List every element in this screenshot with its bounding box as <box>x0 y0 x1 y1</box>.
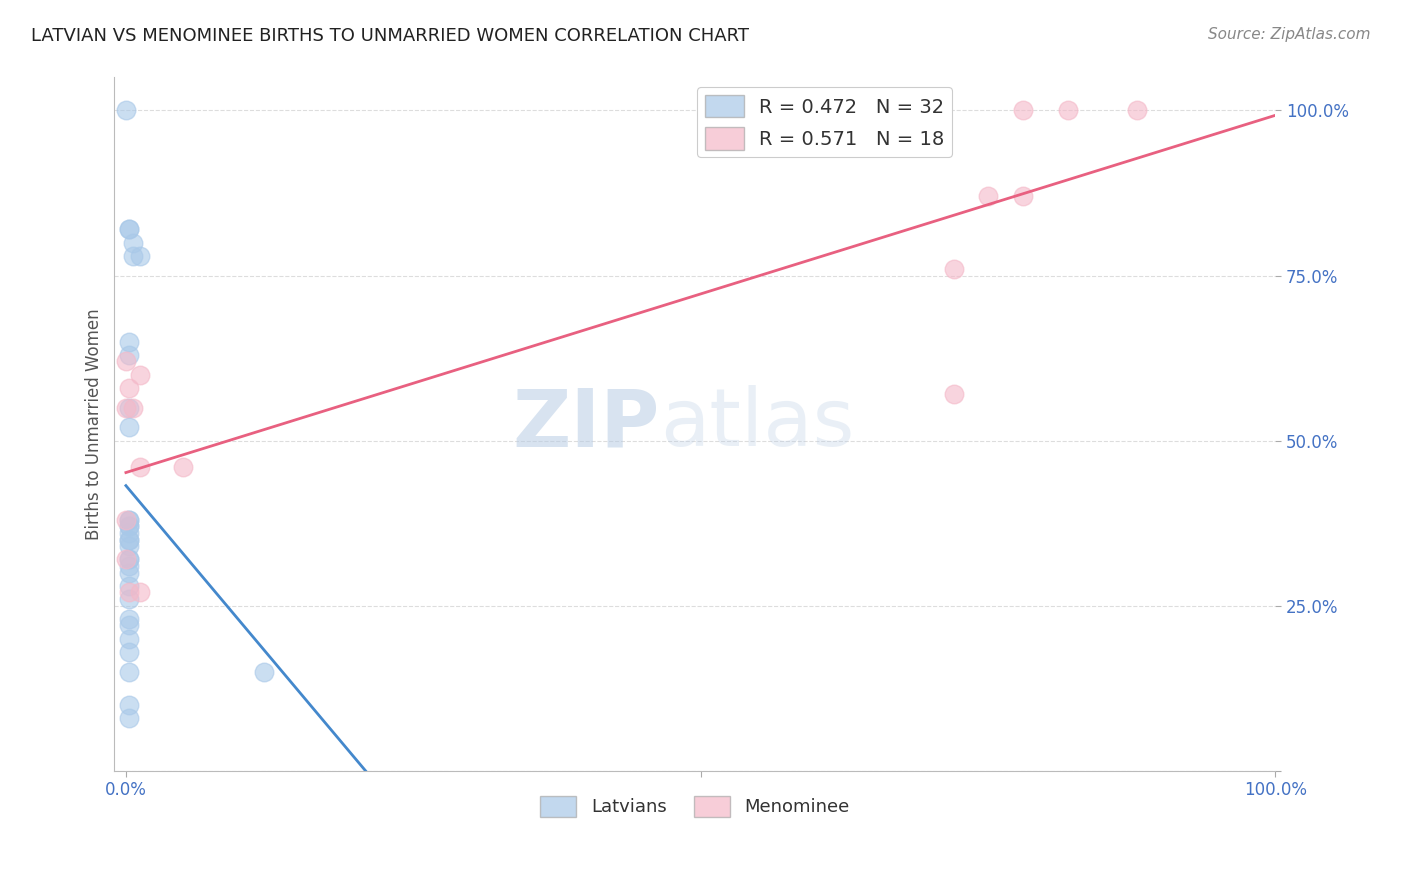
Point <box>253 665 276 679</box>
Point <box>121 401 143 415</box>
Point <box>118 526 141 541</box>
Point <box>942 261 965 276</box>
Point <box>115 513 138 527</box>
Point <box>118 552 141 566</box>
Point <box>118 552 141 566</box>
Point <box>115 401 138 415</box>
Point <box>1011 189 1033 203</box>
Point <box>118 222 141 236</box>
Point <box>118 334 141 349</box>
Point <box>118 665 141 679</box>
Point <box>121 235 143 250</box>
Point <box>118 533 141 547</box>
Point <box>118 698 141 712</box>
Point <box>118 592 141 607</box>
Point <box>1057 103 1080 118</box>
Point <box>128 460 150 475</box>
Point <box>942 387 965 401</box>
Point <box>118 612 141 626</box>
Point <box>115 103 138 118</box>
Point <box>118 585 141 599</box>
Text: atlas: atlas <box>659 385 855 463</box>
Point <box>118 618 141 632</box>
Text: Source: ZipAtlas.com: Source: ZipAtlas.com <box>1208 27 1371 42</box>
Text: LATVIAN VS MENOMINEE BIRTHS TO UNMARRIED WOMEN CORRELATION CHART: LATVIAN VS MENOMINEE BIRTHS TO UNMARRIED… <box>31 27 749 45</box>
Point <box>118 533 141 547</box>
Point <box>115 354 138 368</box>
Point <box>1126 103 1149 118</box>
Point <box>118 519 141 533</box>
Point <box>128 585 150 599</box>
Point <box>1011 103 1033 118</box>
Point <box>118 579 141 593</box>
Point <box>118 711 141 725</box>
Legend: Latvians, Menominee: Latvians, Menominee <box>533 789 856 824</box>
Point <box>118 381 141 395</box>
Point <box>118 348 141 362</box>
Point <box>118 401 141 415</box>
Point <box>172 460 194 475</box>
Point <box>118 559 141 574</box>
Point <box>118 513 141 527</box>
Point <box>977 189 1000 203</box>
Point <box>128 249 150 263</box>
Point <box>118 645 141 659</box>
Point <box>118 632 141 646</box>
Point <box>128 368 150 382</box>
Point <box>118 222 141 236</box>
Point <box>118 519 141 533</box>
Point <box>118 513 141 527</box>
Point <box>121 249 143 263</box>
Point <box>118 539 141 553</box>
Point <box>118 420 141 434</box>
Point <box>118 566 141 580</box>
Point <box>115 552 138 566</box>
Text: ZIP: ZIP <box>513 385 659 463</box>
Y-axis label: Births to Unmarried Women: Births to Unmarried Women <box>86 309 103 540</box>
